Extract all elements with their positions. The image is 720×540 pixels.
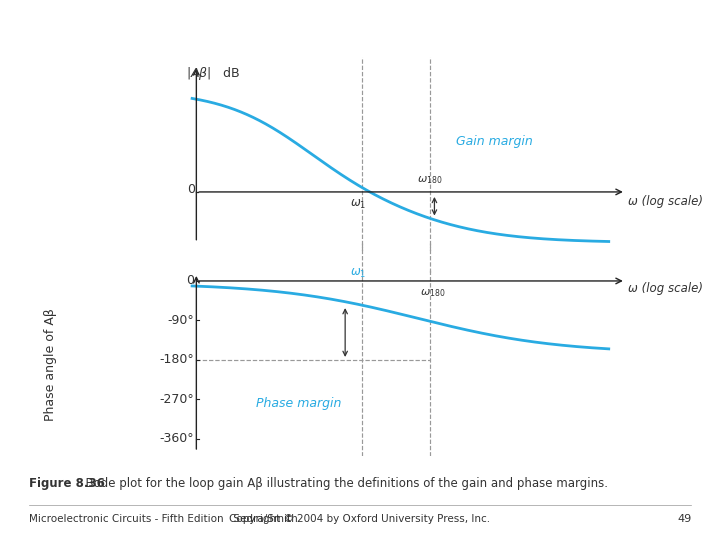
Text: 0: 0 xyxy=(186,183,194,197)
Text: Bode plot for the loop gain Aβ illustrating the definitions of the gain and phas: Bode plot for the loop gain Aβ illustrat… xyxy=(78,477,608,490)
Text: Figure 8.36: Figure 8.36 xyxy=(29,477,104,490)
Text: $\omega_{180}$: $\omega_{180}$ xyxy=(418,174,443,186)
Text: -270°: -270° xyxy=(159,393,194,406)
Text: ω (log scale): ω (log scale) xyxy=(628,195,703,208)
Text: Phase angle of Aβ: Phase angle of Aβ xyxy=(44,308,57,421)
Text: -90°: -90° xyxy=(168,314,194,327)
Text: $\omega_1$: $\omega_1$ xyxy=(350,267,366,280)
Text: Microelectronic Circuits - Fifth Edition   Sedra/Smith: Microelectronic Circuits - Fifth Edition… xyxy=(29,515,297,524)
Text: $\omega_1$: $\omega_1$ xyxy=(350,198,366,211)
Text: -360°: -360° xyxy=(160,432,194,445)
Text: Phase margin: Phase margin xyxy=(256,397,341,410)
Text: -180°: -180° xyxy=(159,353,194,366)
Text: Copyright © 2004 by Oxford University Press, Inc.: Copyright © 2004 by Oxford University Pr… xyxy=(230,515,490,524)
Text: ω (log scale): ω (log scale) xyxy=(628,282,703,295)
Text: $\omega_{180}$: $\omega_{180}$ xyxy=(420,287,445,299)
Text: $|A\beta|$   dB: $|A\beta|$ dB xyxy=(186,65,240,82)
Text: 0: 0 xyxy=(186,274,194,287)
Text: 49: 49 xyxy=(677,515,691,524)
Text: Gain margin: Gain margin xyxy=(456,134,533,148)
